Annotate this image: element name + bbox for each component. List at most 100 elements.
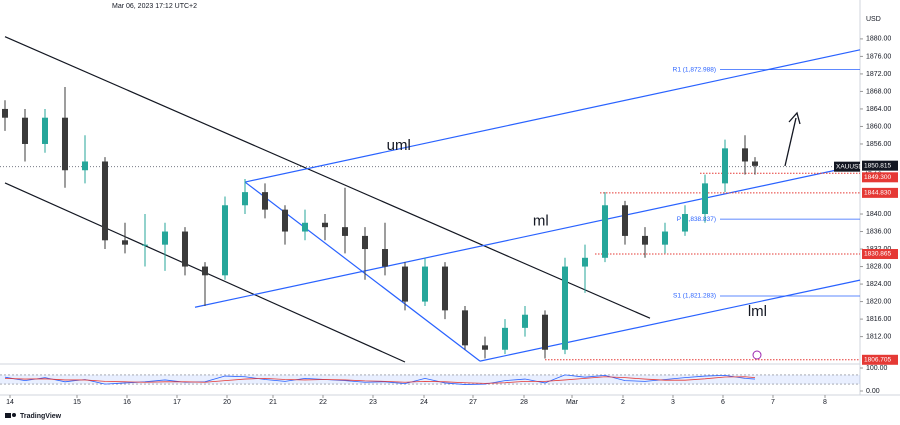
candle-body (182, 231, 188, 267)
y-tick-label: 1816.00 (866, 316, 891, 323)
arrow-head (788, 111, 801, 125)
brand: TradingView (20, 413, 62, 420)
candle-body (722, 148, 728, 184)
x-tick-label: 27 (469, 399, 477, 406)
candle-body (422, 266, 428, 302)
x-tick-label: 14 (6, 399, 14, 406)
candle-body (282, 209, 288, 232)
candle-body (322, 222, 328, 228)
rsi-tick-label: 0.00 (866, 388, 880, 395)
event-icon[interactable] (752, 350, 762, 360)
candle-body (382, 249, 388, 267)
candle-body (752, 161, 758, 166)
pivot-label: P (1,838.837) (677, 216, 716, 223)
timestamp: Mar 06, 2023 17:12 UTC+2 (112, 3, 197, 10)
y-tick-label: 1812.00 (866, 333, 891, 340)
level-tag: 1844.830 (864, 190, 891, 197)
last-price-tag-bg (862, 160, 898, 171)
arrow-shaft (784, 117, 797, 167)
y-tick-label: 1868.00 (866, 88, 891, 95)
pivot-label: R1 (1,872.988) (673, 66, 716, 73)
candle-body (362, 235, 368, 250)
trendline (194, 164, 861, 308)
y-tick-label: 1876.00 (866, 53, 891, 60)
x-tick-label: 28 (520, 399, 528, 406)
trendline (4, 36, 651, 319)
x-tick-label: 21 (269, 399, 277, 406)
trendline (244, 49, 861, 183)
candle-body (82, 161, 88, 171)
y-tick-label: 1824.00 (866, 281, 891, 288)
x-tick-label: 15 (73, 399, 81, 406)
symbol-tag-bg (834, 161, 860, 172)
candle-body (202, 266, 208, 276)
candle-body (542, 314, 548, 350)
currency: USD (866, 16, 881, 23)
level-tag-bg (862, 187, 898, 198)
candle-body (242, 192, 248, 206)
candle-body (122, 240, 128, 245)
candle-body (602, 205, 608, 258)
candle-body (342, 227, 348, 236)
candle-body (662, 231, 668, 245)
candle-body (582, 257, 588, 267)
candle-body (522, 314, 528, 328)
candle-body (562, 266, 568, 350)
rsi-line (4, 374, 756, 385)
y-tick-label: 1860.00 (866, 123, 891, 130)
x-tick-label: Mar (566, 399, 579, 406)
x-tick-label: 2 (621, 399, 625, 406)
y-tick-label: 1840.00 (866, 211, 891, 218)
pivot-label: S1 (1,821.283) (673, 293, 716, 300)
candle-body (302, 222, 308, 232)
x-tick-label: 8 (823, 399, 827, 406)
last-price-tag: 1850.815 (864, 162, 891, 169)
candle-body (502, 327, 508, 350)
level-tag-bg (862, 172, 898, 183)
y-tick-label: 1856.00 (866, 141, 891, 148)
x-tick-label: 7 (771, 399, 775, 406)
level-tag-bg (862, 249, 898, 260)
x-tick-label: 16 (123, 399, 131, 406)
candle-body (402, 266, 408, 302)
candle-body (42, 117, 48, 144)
candle-body (142, 244, 148, 246)
candle-body (702, 183, 708, 215)
x-tick-label: 20 (223, 399, 231, 406)
trendline-label: lml (748, 303, 767, 320)
y-tick-label: 1836.00 (866, 228, 891, 235)
level-tag: 1806.705 (864, 357, 891, 364)
candle-body (622, 205, 628, 236)
x-tick-label: 17 (173, 399, 181, 406)
symbol-tag: XAUUSD (836, 163, 863, 170)
candle-body (482, 345, 488, 350)
candle-body (222, 205, 228, 276)
candle-body (162, 231, 168, 245)
rsi-line (4, 376, 756, 384)
x-tick-label: 23 (369, 399, 377, 406)
candle-body (642, 235, 648, 245)
y-tick-label: 1864.00 (866, 106, 891, 113)
candle-body (262, 192, 268, 210)
brand-logo (5, 413, 16, 418)
candle-body (742, 148, 748, 162)
y-tick-label: 1820.00 (866, 298, 891, 305)
trendline-label: ml (533, 212, 549, 229)
candle-body (62, 117, 68, 171)
candle-body (442, 266, 448, 311)
y-tick-label: 1872.00 (866, 71, 891, 78)
level-tag: 1849.300 (864, 174, 891, 181)
x-tick-label: 6 (721, 399, 725, 406)
candle-body (682, 214, 688, 232)
x-tick-label: 3 (671, 399, 675, 406)
trendline-label: uml (387, 137, 411, 154)
level-tag: 1830.865 (864, 251, 891, 258)
y-tick-label: 1880.00 (866, 36, 891, 43)
candle-body (22, 117, 28, 144)
candle-body (102, 161, 108, 241)
rsi-tick-label: 100.00 (866, 365, 888, 372)
level-tag-bg (862, 354, 898, 365)
candle-body (2, 108, 8, 118)
